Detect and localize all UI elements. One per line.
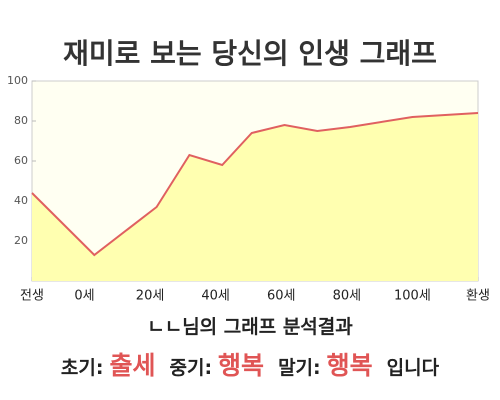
stage-label: 초기: (60, 357, 104, 379)
y-tick-label: 80 (14, 114, 28, 127)
x-tick-label: 100세 (394, 289, 431, 304)
x-tick-label: 환생 (466, 289, 490, 304)
stage-value: 행복 (218, 351, 265, 380)
x-tick-label: 80세 (333, 289, 362, 304)
y-tick-label: 20 (14, 234, 28, 247)
chart-title: 재미로 보는 당신의 인생 그래프 (63, 37, 437, 70)
x-tick-label: 40세 (201, 289, 230, 304)
analysis-heading: ㄴㄴ님의 그래프 분석결과 (147, 316, 353, 338)
y-tick-label: 60 (14, 154, 28, 167)
stage-value: 출세 (109, 351, 156, 380)
stage-label: 말기: (278, 357, 321, 379)
x-tick-label: 20세 (136, 289, 165, 304)
area-fill (32, 113, 478, 281)
x-tick-label: 전생 (20, 289, 44, 304)
x-tick-label: 0세 (74, 289, 94, 304)
chart: 재미로 보는 당신의 인생 그래프 20 40 60 80 100 전생 0세 20세 40세 6… (7, 37, 490, 304)
y-tick-label: 100 (7, 74, 28, 87)
x-tick-label: 60세 (267, 289, 296, 304)
ending: 입니다 (386, 357, 440, 379)
stage-label: 중기: (169, 357, 213, 379)
stage-value: 행복 (326, 351, 373, 380)
analysis: ㄴㄴ님의 그래프 분석결과 초기: 출세 중기: 행복 말기: 행복 입니다 (0, 312, 500, 382)
analysis-items: 초기: 출세 중기: 행복 말기: 행복 입니다 (0, 346, 500, 382)
line (31, 112, 479, 257)
y-tick-label: 40 (14, 194, 28, 207)
